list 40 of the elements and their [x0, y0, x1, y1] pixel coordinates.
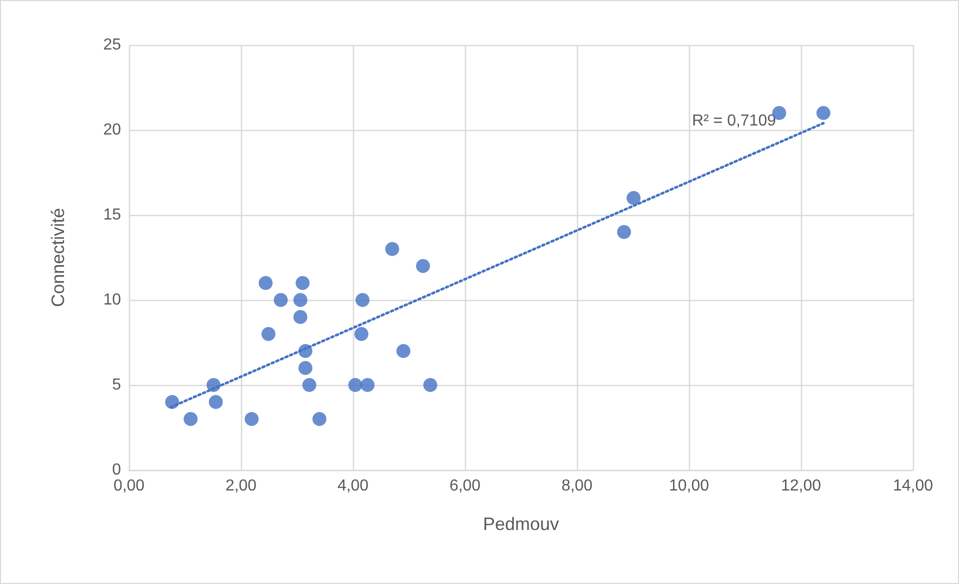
- x-tick-label: 6,00: [449, 478, 481, 494]
- point: [302, 378, 316, 392]
- point: [296, 276, 310, 290]
- x-tick-label: 10,00: [668, 478, 710, 494]
- point: [312, 412, 326, 426]
- x-tick-label: 14,00: [892, 478, 934, 494]
- annotation: R² = 0,7109: [692, 112, 776, 130]
- x-axis-title: Pedmouv: [482, 514, 560, 534]
- point: [208, 395, 223, 409]
- y-tick-label: 10: [103, 292, 122, 308]
- point: [354, 327, 368, 341]
- point: [261, 327, 276, 341]
- point: [293, 310, 308, 324]
- y-tick-label: 20: [103, 122, 122, 138]
- point: [356, 293, 370, 307]
- x-tick-label: 12,00: [780, 478, 822, 494]
- x-tick-label: 0,00: [113, 478, 145, 494]
- point: [385, 242, 400, 256]
- point: [258, 276, 273, 290]
- point: [293, 293, 308, 307]
- y-tick-label: 15: [103, 206, 122, 224]
- point: [348, 378, 362, 392]
- point: [298, 361, 312, 375]
- point: [244, 412, 259, 426]
- y-tick-label: 0: [112, 462, 122, 478]
- point: [360, 378, 375, 392]
- point: [416, 259, 430, 273]
- y-axis-title: Connectivité: [48, 208, 68, 308]
- x-tick-label: 4,00: [337, 478, 369, 494]
- point: [274, 293, 288, 307]
- x-tick-label: 2,00: [225, 478, 257, 494]
- x-tick-label: 8,00: [561, 478, 593, 494]
- point: [626, 191, 641, 205]
- y-tick-label: 5: [112, 376, 122, 394]
- point: [617, 225, 632, 239]
- point: [184, 412, 198, 426]
- point: [816, 106, 830, 120]
- point: [396, 344, 410, 358]
- point: [423, 378, 438, 392]
- y-tick-label: 25: [103, 36, 122, 54]
